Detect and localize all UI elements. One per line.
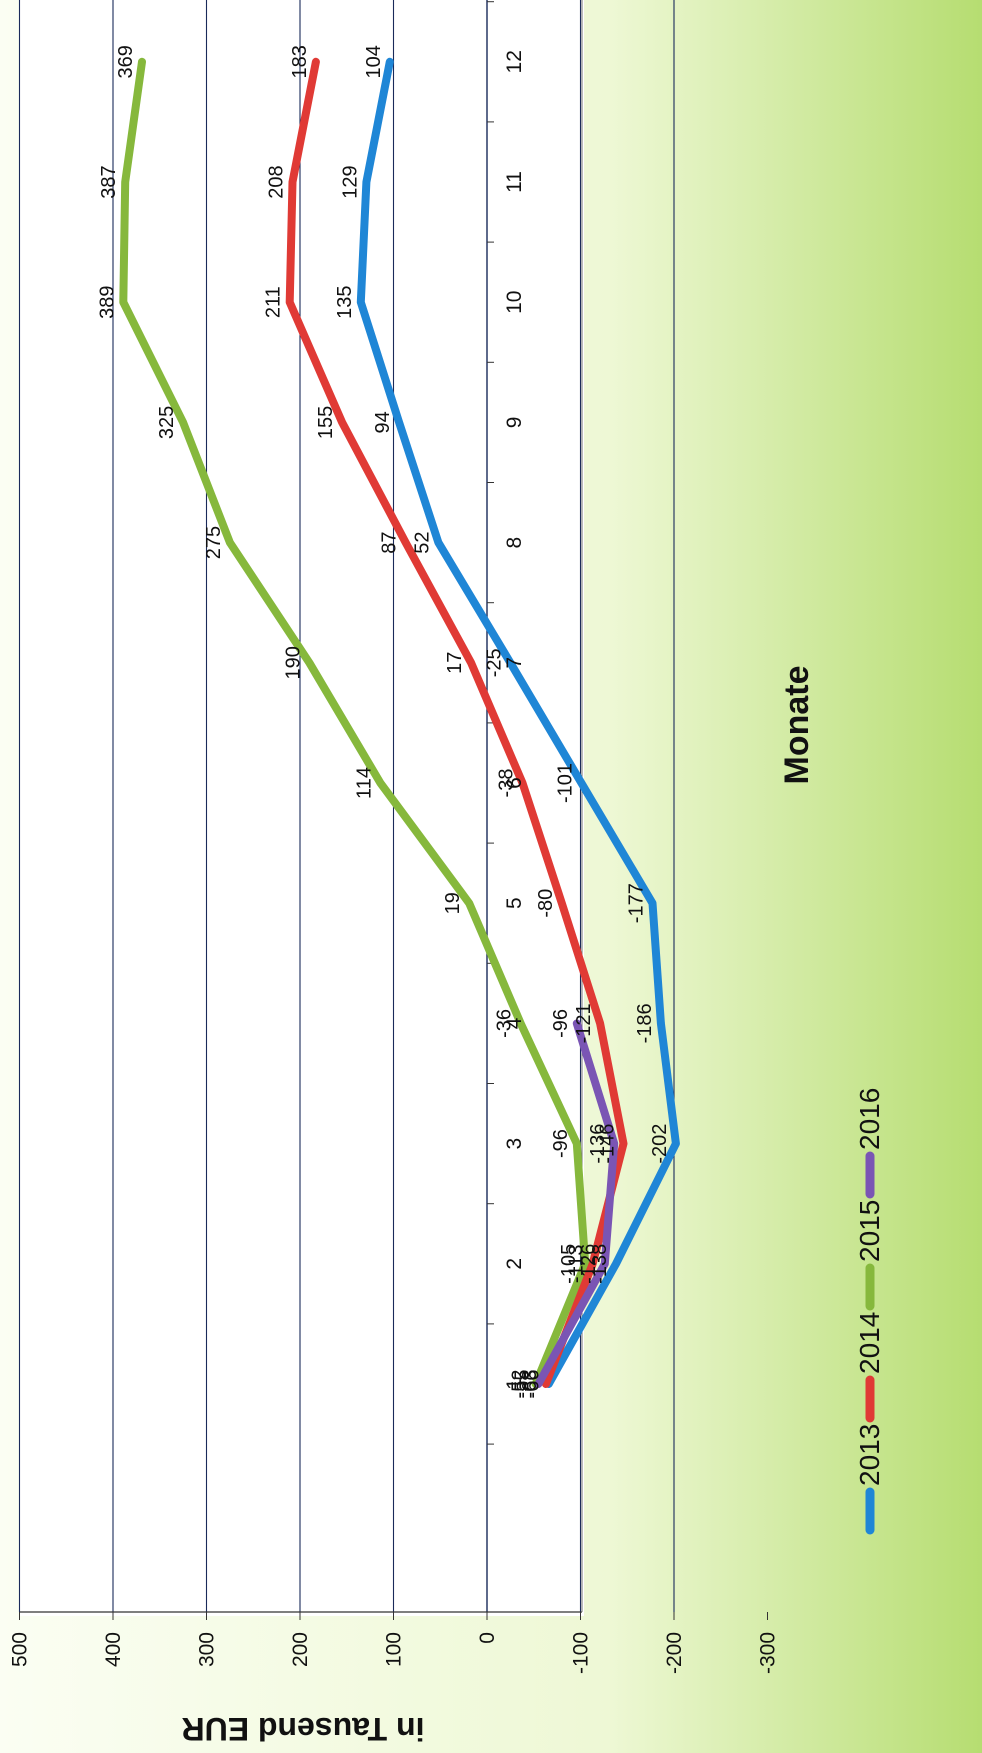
data-label-2014: 87 bbox=[379, 531, 401, 553]
value-tick-label: 300 bbox=[196, 1632, 219, 1667]
data-label-2013: -101 bbox=[554, 763, 576, 803]
data-labels: -66-138-202-186-177-101-255294135129104-… bbox=[96, 45, 671, 1398]
legend-label-2014: 2014 bbox=[854, 1312, 885, 1374]
data-label-2013: 94 bbox=[372, 411, 394, 433]
data-label-2013: 52 bbox=[411, 531, 433, 553]
data-label-2015: -96 bbox=[550, 1129, 572, 1158]
category-tick-label: 6 bbox=[503, 777, 526, 789]
data-label-2015: -52 bbox=[509, 1370, 531, 1399]
data-label-2016: -136 bbox=[587, 1124, 609, 1164]
gridlines bbox=[18, 0, 768, 1620]
data-label-2014: 208 bbox=[266, 165, 288, 198]
data-label-2015: 325 bbox=[156, 406, 178, 439]
y-axis-title: in Tausend EUR bbox=[182, 1711, 425, 1747]
data-label-2013: -66 bbox=[522, 1370, 544, 1399]
data-label-2014: 155 bbox=[315, 406, 337, 439]
data-label-2015: -36 bbox=[494, 1009, 516, 1038]
value-tick-label: 500 bbox=[9, 1632, 32, 1667]
data-label-2014: -121 bbox=[573, 1003, 595, 1043]
data-label-2014: -80 bbox=[535, 889, 557, 918]
data-label-2013: -177 bbox=[626, 883, 648, 923]
data-label-2014: 211 bbox=[263, 286, 285, 318]
category-tick-label: 8 bbox=[503, 537, 526, 549]
data-label-2015: -105 bbox=[558, 1244, 580, 1284]
data-label-2013: 104 bbox=[363, 45, 385, 78]
value-tick-label: -300 bbox=[757, 1632, 780, 1674]
series-line-2013 bbox=[356, 57, 680, 1388]
legend: 2013 2014 2015 2016 bbox=[854, 1088, 885, 1535]
data-label-2016: -126 bbox=[578, 1244, 600, 1284]
data-label-2013: -138 bbox=[589, 1244, 611, 1284]
series-lines bbox=[119, 57, 680, 1388]
value-tick-label: -100 bbox=[570, 1632, 593, 1674]
category-tick-label: 9 bbox=[503, 417, 526, 429]
legend-label-2015: 2015 bbox=[854, 1200, 885, 1262]
data-label-2013: -202 bbox=[649, 1124, 671, 1164]
series-line-2016 bbox=[534, 1019, 619, 1388]
value-tick-label: 400 bbox=[102, 1632, 125, 1667]
data-label-2013: -25 bbox=[483, 648, 505, 677]
category-tick-label: 12 bbox=[503, 50, 526, 73]
category-tick-label: 5 bbox=[503, 897, 526, 909]
legend-label-2016: 2016 bbox=[854, 1088, 885, 1150]
x-axis-title: Monate bbox=[778, 666, 816, 785]
value-tick-label: 200 bbox=[289, 1632, 312, 1667]
series-line-2015 bbox=[119, 57, 590, 1388]
data-label-2014: -113 bbox=[566, 1245, 588, 1284]
data-label-2013: 135 bbox=[334, 286, 356, 319]
category-tick-label: 3 bbox=[503, 1138, 526, 1150]
legend-label-2013: 2013 bbox=[854, 1424, 885, 1486]
data-label-2015: 369 bbox=[115, 45, 137, 78]
data-label-2016: -96 bbox=[550, 1009, 572, 1038]
category-tick-label: 11 bbox=[503, 171, 526, 193]
series-line-2014 bbox=[285, 57, 628, 1388]
data-label-2015: 114 bbox=[353, 767, 375, 799]
data-label-2014: -63 bbox=[519, 1370, 541, 1399]
category-tick-label: 7 bbox=[503, 657, 526, 669]
data-label-2015: 275 bbox=[203, 526, 225, 559]
data-label-2015: 190 bbox=[282, 646, 304, 679]
category-tick-label: 2 bbox=[503, 1258, 526, 1270]
data-label-2014: -38 bbox=[496, 769, 518, 798]
category-tick-label: 10 bbox=[503, 291, 526, 314]
data-label-2015: 389 bbox=[96, 286, 118, 319]
y-axis-tick-labels: -300 -200 -100 0 100 200 300 400 500 bbox=[9, 1632, 780, 1674]
data-label-2015: 387 bbox=[98, 165, 120, 198]
data-label-2014: 183 bbox=[289, 45, 311, 78]
data-label-2015: 19 bbox=[442, 892, 464, 914]
category-tick-label: 4 bbox=[503, 1017, 526, 1029]
data-label-2013: -186 bbox=[634, 1003, 656, 1043]
category-tick-label: 1 bbox=[503, 1378, 526, 1390]
data-label-2014: -146 bbox=[597, 1124, 619, 1164]
data-label-2013: 129 bbox=[339, 165, 361, 198]
value-tick-label: -200 bbox=[663, 1632, 686, 1674]
data-label-2016: -55 bbox=[511, 1370, 533, 1399]
value-tick-label: 100 bbox=[383, 1632, 406, 1667]
plot-area bbox=[20, 0, 584, 1616]
data-label-2014: 17 bbox=[444, 652, 466, 674]
value-tick-label: 0 bbox=[476, 1632, 499, 1644]
